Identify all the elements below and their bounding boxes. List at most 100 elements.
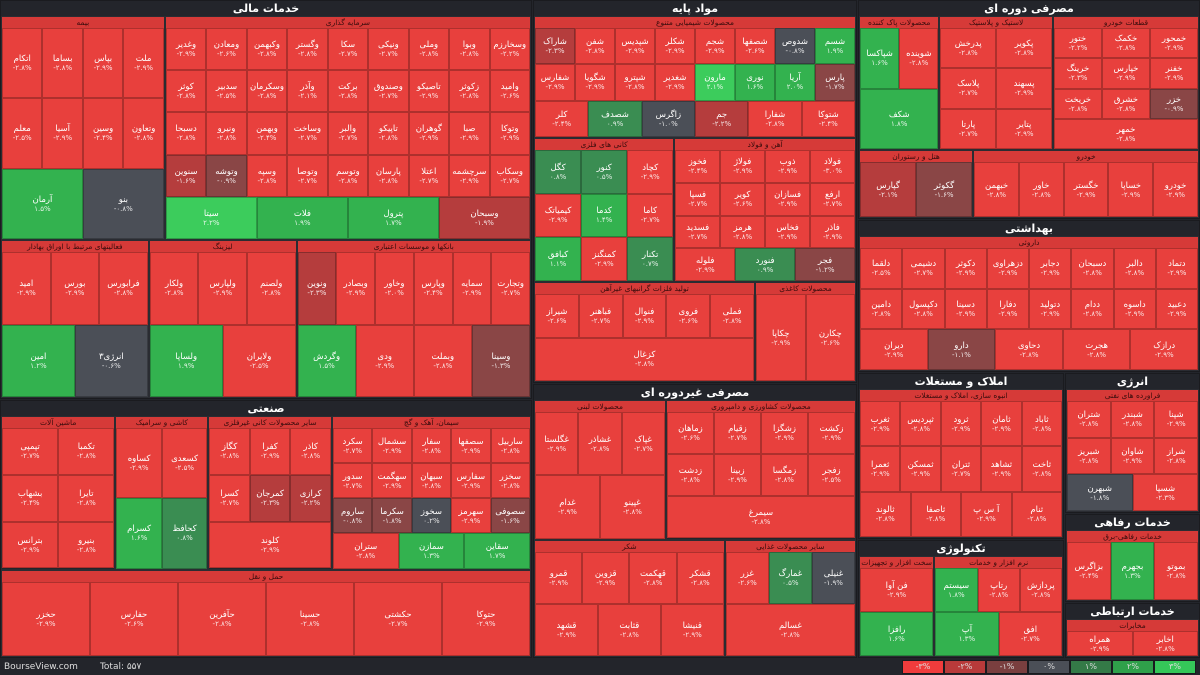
change: -۲.۸% — [909, 59, 929, 68]
stock-tile: ثامان -۲.۹% — [981, 401, 1022, 447]
symbol: دفارا — [999, 299, 1017, 310]
change: -۲.۸% — [459, 92, 479, 101]
symbol: ختور — [1069, 34, 1087, 45]
change: -۲.۸% — [53, 64, 73, 73]
change: -۲.۹% — [213, 289, 233, 298]
change: ۱.۵% — [34, 204, 51, 213]
symbol: دتولید — [1040, 299, 1061, 310]
stock-tile: کاذر -۲.۸% — [290, 428, 331, 475]
change: -۲.۶% — [733, 200, 753, 209]
stock-tile: شبریز -۲.۸% — [1067, 437, 1111, 475]
change: -۲.۷% — [728, 434, 747, 443]
change: -۲.۹% — [822, 434, 841, 443]
stock-tile: نوری ۱.۶% — [735, 64, 775, 101]
change: ۱.۶% — [888, 635, 905, 643]
symbol: تکمبا — [77, 442, 95, 453]
stock-tile: همراه -۲.۹% — [1067, 631, 1133, 656]
change: -۲.۹% — [728, 476, 747, 485]
change: -۲.۹% — [53, 134, 73, 143]
change: -۲.۹% — [911, 469, 931, 478]
stock-tile: خکمک -۲.۸% — [1101, 28, 1150, 59]
symbol: کمنگنز — [592, 250, 616, 261]
symbol: سیستم — [943, 581, 970, 591]
stock-tile: دسبحا -۲.۸% — [165, 112, 207, 155]
symbol: فرابورس — [107, 279, 140, 290]
stock-tile: بترانس -۲.۹% — [2, 521, 59, 569]
stock-tile: سخزر -۲.۸% — [490, 463, 530, 499]
tile-area: ملت -۲.۹% بپاس -۲.۹% بساما -۲.۸% اتکام -۲.۸% وتع… — [1, 28, 164, 239]
symbol: رتاپ — [990, 581, 1008, 591]
symbol: سصوفی — [495, 506, 526, 517]
symbol: ثعمرا — [870, 459, 890, 470]
symbol: سیمرغ — [748, 508, 774, 519]
symbol: خفنر — [1165, 64, 1183, 75]
industry-group: لاستیک و پلاستیک پکویر -۲.۸% پدرخش -۲.۸% پسهن… — [939, 16, 1053, 150]
industry-group: سخت افزار و تجهیزات فن آوا -۲.۹% رافزا ۱.۶% — [859, 556, 935, 657]
change: -۲.۸% — [722, 316, 742, 325]
change: -۱.۸% — [382, 516, 402, 525]
change: -۲.۹% — [1125, 309, 1145, 318]
change: -۰.۸% — [113, 204, 133, 213]
symbol: امید — [19, 279, 34, 290]
change: -۲.۸% — [301, 452, 321, 461]
symbol: وتوکا — [501, 124, 519, 135]
change: ۱.۳% — [423, 551, 440, 560]
stock-tile: غگلستا -۲.۹% — [534, 412, 579, 476]
symbol: دسبحان — [1078, 259, 1107, 270]
symbol: فجر — [817, 255, 833, 266]
stock-tile: قنیشا -۲.۹% — [660, 603, 724, 656]
stock-tile: فجر -۱.۲% — [795, 248, 855, 281]
group-title: سایر محصولات غذایی — [725, 540, 855, 552]
change: -۲.۹% — [557, 630, 576, 639]
stock-tile: ولکار -۲.۸% — [149, 252, 199, 325]
change: -۲.۴% — [423, 289, 443, 298]
symbol: وسینا — [491, 351, 511, 362]
change: -۲.۹% — [771, 338, 791, 347]
change: -۲.۸% — [625, 83, 645, 92]
change: ۱.۶% — [871, 59, 888, 68]
stock-tile: کدما ۱.۴% — [581, 193, 628, 238]
change: -۲.۸% — [257, 176, 277, 185]
symbol: ومعادن — [213, 40, 240, 51]
stock-tile: دکپسول -۲.۸% — [902, 288, 945, 330]
symbol: قشکر — [689, 568, 711, 579]
change: -۲.۹% — [346, 289, 366, 298]
industry-group: حمل و نقل حتوکا -۲.۹% حکشتی -۲.۷% حسینا -۲.۸% ح… — [1, 569, 531, 657]
change: -۱.۹% — [824, 578, 843, 587]
change: -۲.۷% — [343, 446, 363, 455]
symbol: خکمک — [1114, 34, 1138, 45]
change: -۲.۷% — [913, 269, 933, 278]
stock-tile: غزر -۲.۶% — [725, 551, 769, 604]
symbol: وسکرمان — [249, 82, 284, 93]
symbol: دعبید — [1167, 299, 1187, 310]
symbol: دجابر — [1040, 259, 1060, 270]
symbol: کیمیاتک — [544, 206, 572, 217]
symbol: سفارس — [456, 471, 486, 482]
symbol: کساوه — [127, 454, 151, 465]
stock-tile: زدشت -۲.۸% — [666, 454, 714, 497]
symbol: کسرام — [127, 524, 152, 535]
stock-tile: وگستر -۲.۸% — [287, 28, 328, 71]
stock-tile: ساروم -۰.۸% — [332, 498, 373, 534]
symbol: زشگزا — [772, 424, 796, 435]
stock-tile: وغدیر -۲.۹% — [165, 28, 207, 71]
symbol: ولکار — [165, 279, 184, 290]
symbol: شاراک — [543, 37, 567, 48]
symbol: داسوه — [1123, 299, 1146, 310]
industry-group: محصولات لبنی غپاک -۲.۷% غشاذر -۲.۸% غگلستا -۲.… — [534, 400, 666, 540]
stock-tile: فسازان -۲.۹% — [765, 182, 811, 216]
change: -۳.۰% — [823, 167, 842, 176]
change: -۲.۹% — [382, 446, 402, 455]
change: -۲.۸% — [297, 50, 317, 59]
symbol: سرچشمه — [452, 166, 487, 177]
change: -۲.۹% — [870, 469, 890, 478]
change: -۲.۵% — [175, 464, 195, 473]
group-title: حمل و نقل — [2, 570, 530, 582]
symbol: ثرود — [953, 414, 969, 425]
change: -۲.۹% — [991, 424, 1011, 433]
change: -۲.۷% — [20, 452, 40, 461]
change: -۱.۹% — [475, 218, 494, 227]
symbol: ثاخت — [1032, 459, 1052, 470]
symbol: شوینده — [906, 49, 932, 60]
stock-tile: کفرا -۲.۹% — [249, 428, 291, 475]
